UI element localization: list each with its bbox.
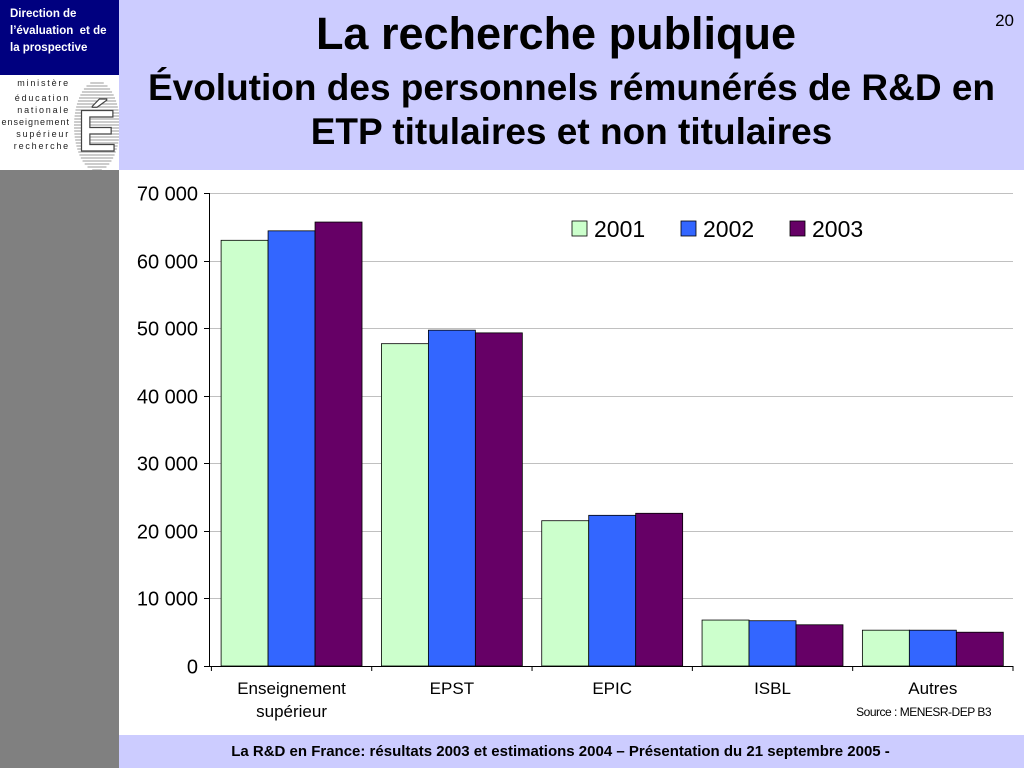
emblem-icon: É [74,82,119,170]
legend-swatch [680,220,697,237]
subtitle-line: Évolution des personnels rémunérés de R&… [147,67,996,108]
bar-2003-enseignement-superieur [314,221,363,667]
ministry-logo: É ministère éducation nationale enseigne… [0,75,119,170]
y-tick-label: 70 000 [137,184,198,206]
side-band [0,170,119,768]
slide-subtitle: Évolution des personnels rémunérés de R&… [119,66,1024,154]
logo-line: recherche [13,141,70,151]
y-tick-label: 40 000 [137,387,198,409]
org-box: Direction de l’évaluation et de la prosp… [0,0,119,75]
bar-2003-isbl [795,624,844,667]
emblem-letter: É [78,99,117,164]
slide-title: La recherche publique [315,8,797,59]
bar-2002-autres [908,629,957,667]
legend-label: 2001 [594,216,645,242]
x-tick-label: Autres [908,679,958,698]
bar-chart: 0 10 000 20 000 30 000 40 000 50 000 60 000 70 … [119,170,1024,735]
org-line: l’évaluation et de [10,25,107,37]
bar-2002-enseignement-superieur [267,230,316,667]
subtitle-line: ETP titulaires et non titulaires [310,111,833,152]
bar-2001-epic [541,520,590,667]
legend-swatch [571,220,588,237]
legend-item-2001: 2001 [571,216,645,242]
emblem-hatch [74,82,119,170]
logo-line: nationale [17,105,70,115]
org-line: Direction de [10,8,77,20]
x-tick-label: EPST [429,679,475,698]
bar-2002-isbl [748,620,797,667]
footer-text: La R&D en France: résultats 2003 et esti… [231,743,890,760]
bar-2001-epst [381,343,429,667]
bar-2002-epst [427,329,476,667]
logo-line: ministère [17,78,70,88]
y-tick-label: 20 000 [137,522,198,544]
y-tick-label: 30 000 [137,454,198,476]
bar-2001-autres [861,629,910,667]
slide-header: La recherche publique Évolution des pers… [119,0,1024,170]
bars [220,221,1004,667]
chart-canvas: 0 10 000 20 000 30 000 40 000 50 000 60 000 70 … [137,184,1014,719]
bar-2003-epic [635,512,684,667]
y-tick-label: 0 [187,657,198,679]
page-number: 20 [995,11,1014,30]
bar-2003-epst [474,332,523,667]
y-tick-label: 50 000 [137,319,198,341]
org-line: la prospective [10,42,88,54]
logo-line: supérieur [16,129,70,139]
y-tick-label: 10 000 [137,589,198,611]
bar-2001-enseignement-superieur [220,239,269,667]
logo-line: enseignement [1,117,70,127]
legend-swatch [789,220,806,237]
bar-2003-autres [955,631,1004,667]
slide-footer: La R&D en France: résultats 2003 et esti… [119,735,1024,768]
x-tick-label: Enseignement supérieur [237,679,346,721]
legend: 2001 2002 2003 [571,216,863,242]
chart-source-note: Source : MENESR-DEP B3 [856,705,992,719]
y-tick-label: 60 000 [137,252,198,274]
x-tick-label: ISBL [754,679,791,698]
axes: 0 10 000 20 000 30 000 40 000 50 000 60 000 70 … [137,184,1014,679]
legend-item-2003: 2003 [789,216,863,242]
bar-2001-isbl [701,619,750,667]
logo-line: éducation [14,93,70,103]
legend-label: 2003 [812,216,863,242]
legend-item-2002: 2002 [680,216,754,242]
bar-2002-epic [588,514,637,667]
legend-label: 2002 [703,216,754,242]
x-tick-label: EPIC [592,679,633,698]
